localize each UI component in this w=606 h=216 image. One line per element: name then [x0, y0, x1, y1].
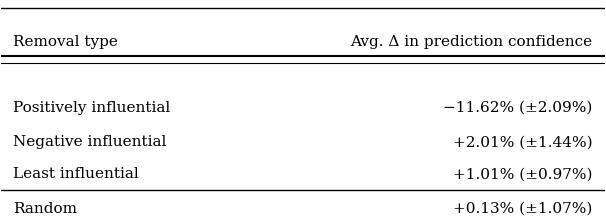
Text: Avg. Δ in prediction confidence: Avg. Δ in prediction confidence	[350, 35, 593, 49]
Text: +1.01% (±0.97%): +1.01% (±0.97%)	[453, 167, 593, 181]
Text: +0.13% (±1.07%): +0.13% (±1.07%)	[453, 202, 593, 216]
Text: Least influential: Least influential	[13, 167, 139, 181]
Text: +2.01% (±1.44%): +2.01% (±1.44%)	[453, 135, 593, 149]
Text: Removal type: Removal type	[13, 35, 118, 49]
Text: Random: Random	[13, 202, 78, 216]
Text: Negative influential: Negative influential	[13, 135, 167, 149]
Text: −11.62% (±2.09%): −11.62% (±2.09%)	[443, 101, 593, 115]
Text: Positively influential: Positively influential	[13, 101, 171, 115]
